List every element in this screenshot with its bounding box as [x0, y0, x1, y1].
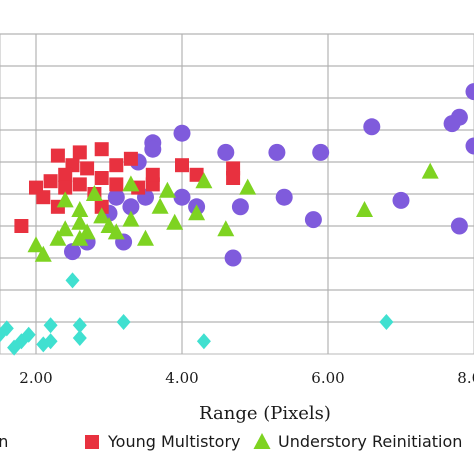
data-point-diamond	[36, 336, 51, 353]
data-point-diamond	[379, 314, 394, 330]
legend-label: Young Multistory	[107, 432, 241, 451]
x-tick-label: 6.00	[311, 369, 344, 387]
data-point-square	[80, 161, 95, 176]
data-point-triangle	[151, 197, 169, 214]
legend-item: Young Multistory	[85, 432, 241, 451]
data-point-square	[94, 142, 109, 157]
x-axis-title: Range (Pixels)	[199, 403, 331, 424]
data-point-square	[109, 177, 124, 192]
legend-item: Reinitiation	[0, 432, 8, 451]
data-point-square	[72, 145, 87, 160]
data-point-circle	[122, 198, 140, 216]
x-tick-labels: 2.004.006.008.0010.0012.0014.	[19, 369, 474, 387]
data-point-square	[58, 180, 73, 195]
x-tick-label: 8.00	[457, 369, 474, 387]
data-point-square	[58, 167, 73, 182]
legend-item: Understory Reinitiation	[253, 432, 462, 451]
data-point-triangle	[137, 229, 154, 246]
data-point-diamond	[65, 272, 80, 289]
data-points	[0, 83, 474, 356]
legend-label: Understory Reinitiation	[278, 432, 462, 451]
data-point-circle	[312, 143, 330, 161]
data-point-circle	[304, 211, 322, 229]
data-point-triangle	[85, 185, 103, 201]
data-point-triangle	[71, 201, 89, 217]
legend-marker-square	[85, 435, 99, 449]
data-point-square	[109, 158, 124, 173]
data-point-circle	[173, 188, 191, 206]
data-point-circle	[144, 140, 162, 158]
data-point-circle	[231, 198, 249, 216]
data-point-circle	[275, 188, 293, 206]
data-point-circle	[173, 124, 191, 142]
data-point-diamond	[72, 330, 87, 346]
legend-label: Reinitiation	[0, 432, 8, 451]
data-point-circle	[217, 143, 235, 161]
data-point-diamond	[43, 317, 58, 334]
data-point-square	[94, 199, 109, 214]
series-triangle	[27, 162, 439, 262]
data-point-triangle	[27, 236, 45, 253]
data-point-square	[226, 171, 241, 185]
data-point-triangle	[78, 223, 96, 240]
data-point-circle	[465, 83, 474, 101]
data-point-square	[14, 219, 29, 233]
data-point-circle	[107, 188, 125, 206]
data-point-diamond	[7, 339, 22, 356]
data-point-square	[175, 158, 189, 173]
data-point-circle	[443, 115, 461, 133]
legend: Reinitiation Young Multistory Understory R…	[0, 432, 462, 451]
data-point-square	[123, 151, 138, 166]
data-point-square	[36, 190, 51, 205]
data-point-triangle	[107, 223, 125, 240]
x-tick-label: 2.00	[19, 369, 52, 387]
data-point-square	[189, 167, 204, 182]
data-point-triangle	[34, 245, 52, 262]
data-point-triangle	[356, 201, 373, 217]
data-point-square	[72, 177, 87, 192]
data-point-triangle	[166, 213, 184, 230]
data-point-triangle	[49, 229, 67, 246]
data-point-circle	[224, 249, 242, 267]
data-point-triangle	[71, 229, 89, 246]
data-point-diamond	[0, 327, 7, 343]
data-point-triangle	[56, 220, 74, 237]
data-point-triangle	[195, 172, 213, 189]
data-point-diamond	[72, 317, 87, 334]
data-point-triangle	[71, 213, 89, 230]
data-point-triangle	[217, 220, 235, 237]
data-point-triangle	[188, 204, 206, 221]
data-point-square	[43, 174, 58, 189]
data-point-circle	[392, 191, 410, 209]
data-point-diamond	[196, 333, 211, 350]
data-point-triangle	[421, 162, 439, 179]
data-point-square	[94, 171, 109, 185]
data-point-triangle	[239, 178, 257, 195]
x-tick-label: 4.00	[165, 369, 198, 387]
data-point-circle	[450, 217, 468, 235]
data-point-circle	[465, 137, 474, 155]
data-point-triangle	[122, 175, 140, 192]
data-point-square	[145, 167, 160, 182]
legend-marker-triangle	[253, 433, 271, 449]
data-point-triangle	[100, 217, 118, 233]
data-point-triangle	[93, 207, 111, 224]
series-diamond	[0, 272, 394, 356]
data-point-circle	[363, 118, 381, 136]
data-point-circle	[268, 143, 286, 161]
data-point-square	[50, 148, 65, 163]
data-point-diamond	[116, 314, 131, 330]
data-point-triangle	[122, 210, 140, 227]
data-point-triangle	[158, 181, 176, 198]
data-point-circle	[64, 243, 81, 261]
grid-lines	[0, 33, 474, 354]
data-point-triangle	[56, 191, 74, 208]
